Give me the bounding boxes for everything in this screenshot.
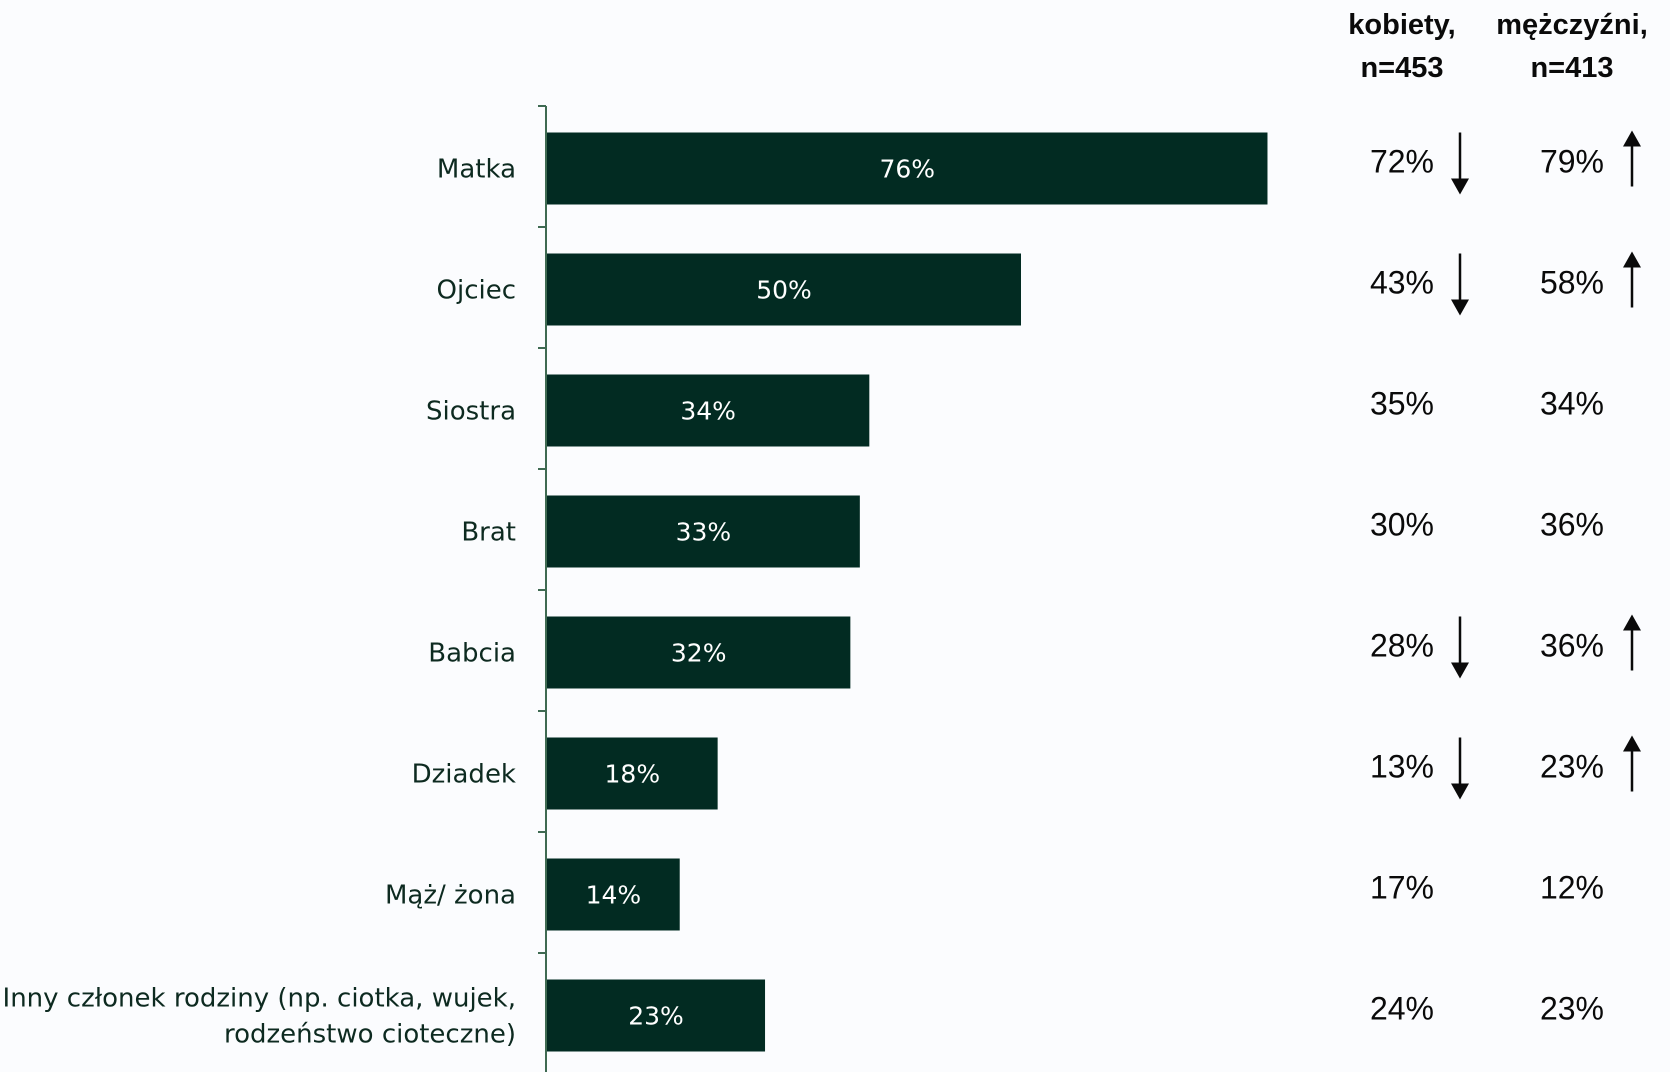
bar-value-label: 32% <box>671 639 727 668</box>
bar <box>547 132 1268 205</box>
column-header: n=453 <box>1360 52 1443 84</box>
arrow-up-icon <box>1623 130 1641 187</box>
bar <box>547 495 860 568</box>
comparison-value: 34% <box>1540 386 1604 422</box>
bar-value-label: 14% <box>586 881 642 910</box>
comparison-value: 24% <box>1370 991 1434 1027</box>
category-label: rodzeństwo cioteczne) <box>224 1020 516 1050</box>
category-label: Brat <box>461 518 516 548</box>
bar <box>547 616 851 689</box>
comparison-value: 12% <box>1540 870 1604 906</box>
bars: 76% 50% 34% 33% 32% 18% 14% 23% <box>547 132 1268 1052</box>
comparison-value: 13% <box>1370 749 1434 785</box>
arrow-down-icon <box>1451 253 1469 316</box>
arrow-up-icon <box>1623 251 1641 308</box>
category-label: Babcia <box>428 639 516 669</box>
bar-value-label: 33% <box>676 518 732 547</box>
category-labels: Matka Ojciec Siostra Brat Babcia Dziadek Mąż/ … <box>3 155 516 1050</box>
category-label: Inny członek rodziny (np. ciotka, wujek, <box>3 984 516 1014</box>
comparison-value: 17% <box>1370 870 1434 906</box>
column-header: kobiety, <box>1348 9 1455 41</box>
bar <box>547 979 766 1052</box>
arrow-up-icon <box>1623 735 1641 792</box>
category-label: Ojciec <box>437 276 517 306</box>
category-label: Dziadek <box>412 760 516 790</box>
arrow-down-icon <box>1451 737 1469 800</box>
bar <box>547 253 1021 326</box>
comparison-value: 36% <box>1540 628 1604 664</box>
category-label: Siostra <box>426 397 516 427</box>
column-header: mężczyźni, <box>1496 9 1648 41</box>
bar <box>547 374 870 447</box>
bar-value-label: 34% <box>680 397 736 426</box>
column-header: n=413 <box>1530 52 1613 84</box>
comparison-value: 23% <box>1540 991 1604 1027</box>
y-axis <box>538 105 547 1072</box>
comparison-value: 58% <box>1540 265 1604 301</box>
bar <box>547 737 718 810</box>
comparison-value: 30% <box>1370 507 1434 543</box>
bar-value-label: 76% <box>879 155 935 184</box>
category-label: Mąż/ żona <box>385 881 516 911</box>
comparison-value: 72% <box>1370 144 1434 180</box>
comparison-value: 28% <box>1370 628 1434 664</box>
bar <box>547 858 680 931</box>
bar-value-label: 18% <box>605 760 661 789</box>
comparison-value: 79% <box>1540 144 1604 180</box>
arrow-up-icon <box>1623 614 1641 671</box>
arrow-down-icon <box>1451 616 1469 679</box>
comparison-columns: kobiety, n=453 72% 43% 35% 30% 28% 13% 17% 24% męż… <box>1348 9 1647 1027</box>
category-label: Matka <box>437 155 516 185</box>
comparison-value: 35% <box>1370 386 1434 422</box>
bar-value-label: 50% <box>756 276 812 305</box>
comparison-value: 43% <box>1370 265 1434 301</box>
arrow-down-icon <box>1451 132 1469 195</box>
comparison-value: 23% <box>1540 749 1604 785</box>
comparison-value: 36% <box>1540 507 1604 543</box>
bar-value-label: 23% <box>628 1002 684 1031</box>
